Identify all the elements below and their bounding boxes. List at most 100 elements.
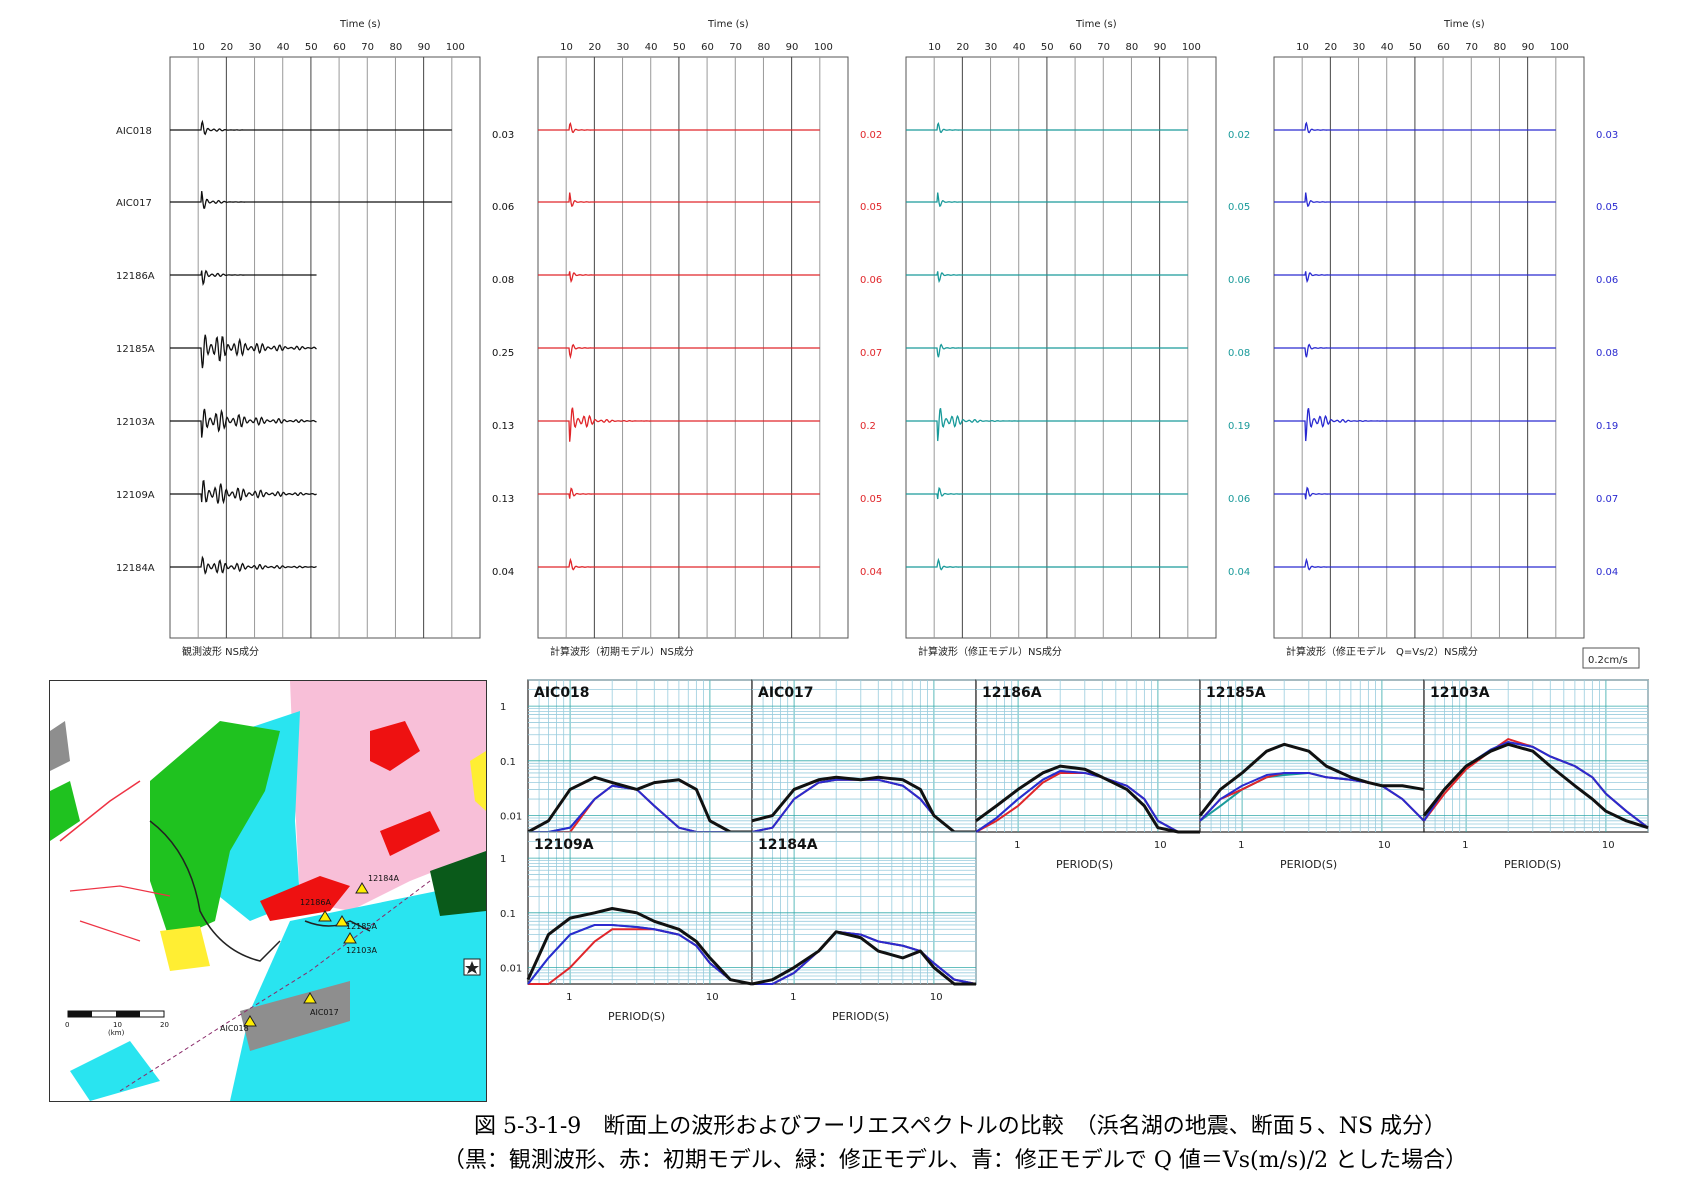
station-label: AIC018 [116,126,152,137]
waveform-trace [538,192,820,207]
wave-x-tick: 50 [673,42,686,53]
waveform-trace [1274,407,1556,442]
map-label-aic017: AIC017 [310,1008,339,1017]
waveform-trace [1274,192,1556,207]
peak-value: 0.05 [860,202,882,213]
spectrum-x-tick: 1 [1462,840,1468,851]
peak-value: 0.19 [1228,421,1250,432]
spectrum-modified_q-line [527,923,753,985]
waveform-trace [906,486,1188,500]
station-label: 12185A [116,344,155,355]
waveform-trace [906,122,1188,134]
spectrum-observed-line [975,764,1200,834]
wave-x-tick: 90 [1522,42,1535,53]
scale-box [1582,647,1640,669]
wave-x-tick: 100 [1550,42,1569,53]
wave-x-tick: 50 [305,42,318,53]
waveform-trace [1274,271,1556,284]
spectrum-station-label: 12184A [758,837,818,853]
peak-value: 0.08 [492,275,514,286]
peak-value: 0.06 [492,202,514,213]
wave-x-tick: 10 [928,42,941,53]
map-label-aic018: AIC018 [220,1024,249,1033]
wave-x-tick: 40 [1013,42,1026,53]
peak-value: 0.02 [860,130,882,141]
wave-axis-title: Time (s) [707,19,749,30]
waveform-trace [906,557,1188,571]
wave-x-tick: 80 [1493,42,1506,53]
wave-x-tick: 10 [560,42,573,53]
spectrum-panel-frame [1199,679,1425,833]
peak-value: 0.03 [1596,130,1618,141]
wave-x-tick: 10 [1296,42,1309,53]
waveform-trace [170,479,317,505]
map-label-12184a: 12184A [368,874,399,883]
wave-x-tick: 90 [1154,42,1167,53]
geology-map: 12184A 12186A 12185A 12103A AIC017 AIC01… [49,680,487,1102]
peak-value: 0.05 [1228,202,1250,213]
spectrum-x-tick: 1 [1238,840,1244,851]
peak-value: 0.08 [1596,348,1618,359]
spectrum-x-tick: 10 [1154,840,1167,851]
peak-value: 0.2 [860,421,876,432]
wave-x-tick: 40 [1381,42,1394,53]
spectrum-panel-frame [975,679,1201,833]
wave-panel-label: 計算波形（修正モデル）NS成分 [918,645,1062,658]
wave-panel-label: 計算波形（初期モデル）NS成分 [550,645,694,658]
wave-x-tick: 30 [249,42,262,53]
wave-x-tick: 30 [1353,42,1366,53]
spectrum-x-tick: 1 [566,992,572,1003]
peak-value: 0.02 [1228,130,1250,141]
spectrum-panel-frame [751,831,977,985]
spectrum-x-tick: 1 [1014,840,1020,851]
spectrum-x-tick: 1 [790,992,796,1003]
spectrum-station-label: 12103A [1430,685,1490,701]
waveform-trace [538,343,820,360]
waveform-trace [538,407,820,442]
wave-x-tick: 30 [985,42,998,53]
wave-x-tick: 70 [361,42,374,53]
station-label: 12184A [116,563,155,574]
spectrum-observed-line [751,930,976,986]
wave-x-tick: 40 [277,42,290,53]
spectrum-y-tick: 1 [500,854,506,865]
wave-axis-title: Time (s) [1443,19,1485,30]
spectrum-x-label: PERIOD(S) [1056,858,1113,871]
spectrum-station-label: 12109A [534,837,594,853]
waveform-trace [1274,486,1556,500]
waveform-trace [906,192,1188,207]
wave-x-tick: 70 [1465,42,1478,53]
waveform-trace [170,191,452,209]
map-label-12186a: 12186A [300,898,331,907]
wave-x-tick: 60 [333,42,346,53]
wave-x-tick: 60 [701,42,714,53]
peak-value: 0.04 [860,567,882,578]
spectrum-observed-line [526,906,753,986]
wave-x-tick: 20 [588,42,601,53]
spectrum-x-tick: 10 [1378,840,1391,851]
station-label: 12186A [116,271,155,282]
spectrum-x-label: PERIOD(S) [1280,858,1337,871]
spectrum-station-label: 12185A [1206,685,1266,701]
scale-unit: (km) [108,1029,125,1037]
wave-axis-title: Time (s) [339,19,381,30]
spectrum-panel-frame [527,679,753,833]
peak-value: 0.04 [1228,567,1250,578]
wave-x-tick: 90 [786,42,799,53]
station-label: AIC017 [116,198,152,209]
spectrum-y-tick: 1 [500,702,506,713]
spectrum-x-tick: 10 [706,992,719,1003]
wave-x-tick: 30 [617,42,630,53]
peak-value: 0.06 [1596,275,1618,286]
waveform-chart: Time (s) 10 20 30 40 50 60 70 80 90 100 AIC018 0.03 A… [116,19,1640,669]
waveform-trace [170,408,317,438]
peak-value: 0.07 [1596,494,1618,505]
waveform-trace [538,271,820,284]
peak-value: 0.06 [1228,494,1250,505]
wave-x-tick: 40 [645,42,658,53]
station-label: 12109A [116,490,155,501]
spectrum-observed-line [1422,742,1649,830]
waveform-trace [1274,343,1556,358]
waveform-trace [906,343,1188,358]
spectrum-modified_q-line [1199,771,1425,822]
